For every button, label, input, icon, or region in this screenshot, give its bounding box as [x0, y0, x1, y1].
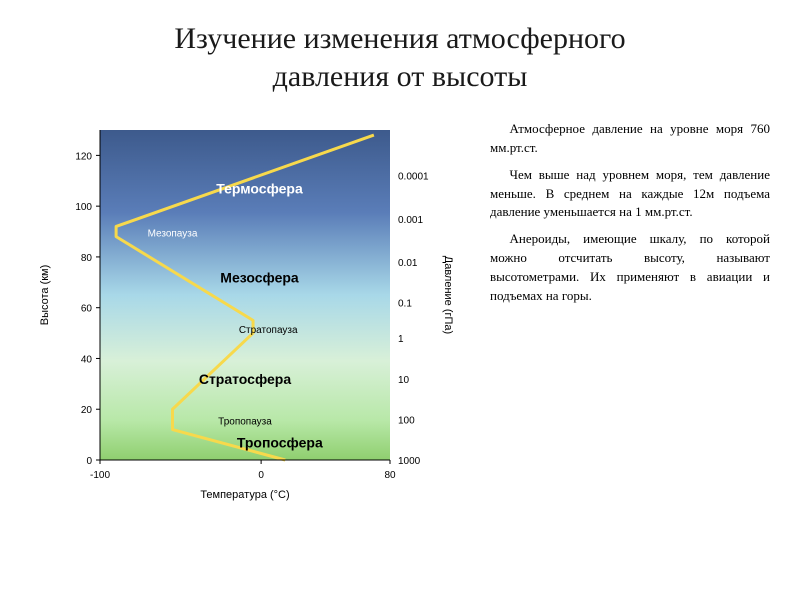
description-text: Атмосферное давление на уровне моря 760 …	[490, 120, 770, 510]
svg-text:1: 1	[398, 334, 404, 345]
svg-text:0.0001: 0.0001	[398, 172, 429, 183]
layer-label: Тропопауза	[218, 416, 272, 427]
content-row: Тропосфера Тропопауза Стратосфера Стратопау…	[30, 120, 770, 510]
paragraph-3: Анероиды, имеющие шкалу, по которой можн…	[490, 230, 770, 305]
svg-text:120: 120	[75, 151, 92, 162]
svg-text:0: 0	[86, 456, 92, 467]
layer-label: Стратосфера	[199, 371, 292, 387]
svg-text:0.01: 0.01	[398, 258, 418, 269]
atmosphere-chart: Тропосфера Тропопауза Стратосфера Стратопау…	[30, 120, 470, 510]
svg-text:100: 100	[75, 202, 92, 213]
title-line-1: Изучение изменения атмосферного	[174, 22, 625, 55]
atmosphere-chart-svg: Тропосфера Тропопауза Стратосфера Стратопау…	[30, 120, 470, 510]
svg-text:-100: -100	[90, 470, 110, 481]
paragraph-1: Атмосферное давление на уровне моря 760 …	[490, 120, 770, 158]
slide: Изучение изменения атмосферного давления…	[0, 0, 800, 600]
layer-label: Тропосфера	[237, 434, 323, 450]
layer-label: Стратопауза	[239, 325, 298, 336]
y-right-axis-label: Давление (гПа)	[442, 256, 454, 334]
svg-text:80: 80	[81, 253, 93, 264]
svg-text:20: 20	[81, 405, 93, 416]
layer-label: Мезопауза	[148, 229, 198, 240]
svg-text:1000: 1000	[398, 456, 421, 467]
svg-text:100: 100	[398, 415, 415, 426]
x-axis-label: Температура (°C)	[200, 489, 289, 501]
title-line-2: давления от высоты	[273, 60, 528, 93]
layer-label: Мезосфера	[220, 269, 299, 285]
svg-text:60: 60	[81, 304, 93, 315]
svg-text:0.001: 0.001	[398, 215, 423, 226]
svg-text:80: 80	[384, 470, 396, 481]
layer-label: Термосфера	[216, 180, 303, 196]
svg-text:40: 40	[81, 354, 93, 365]
y-left-axis-label: Высота (км)	[39, 265, 51, 326]
svg-text:0.1: 0.1	[398, 299, 412, 310]
slide-title: Изучение изменения атмосферного давления…	[30, 20, 770, 95]
svg-text:10: 10	[398, 375, 410, 386]
svg-text:0: 0	[258, 470, 264, 481]
paragraph-2: Чем выше над уровнем моря, тем давление …	[490, 166, 770, 223]
